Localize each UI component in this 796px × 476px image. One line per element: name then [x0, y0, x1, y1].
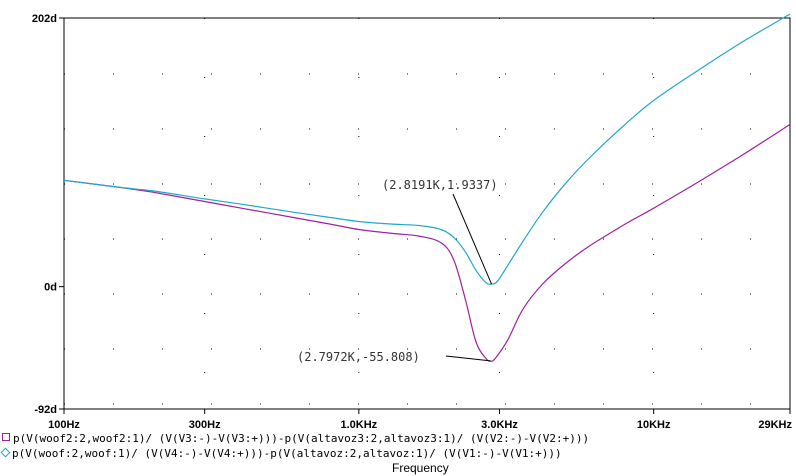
- x-tick-label: 100Hz: [48, 419, 80, 431]
- legend-label-series-1: p(V(woof2:2,woof2:1)/ (V(V3:-)-V(V3:+)))…: [13, 432, 590, 445]
- x-tick-label: 300Hz: [189, 419, 221, 431]
- series-line-2: [63, 13, 791, 285]
- grid-dots: [64, 18, 790, 409]
- legend-label-series-2: p(V(woof:2,woof:1)/ (V(V4:-)-V(V4:+)))-p…: [12, 447, 562, 460]
- annotation-leader: [452, 193, 493, 285]
- x-tick-label: 1.0KHz: [340, 419, 377, 431]
- x-axis-title: Frequency: [392, 461, 449, 475]
- y-tick-label: -92d: [34, 404, 57, 416]
- annotation-label: (2.8191K,1.9337): [382, 178, 498, 192]
- y-tick-label: 202d: [32, 13, 57, 25]
- diamond-marker-icon: [0, 447, 11, 458]
- annotation-label: (2.7972K,-55.808): [297, 350, 420, 364]
- legend-entry-series-2: p(V(woof:2,woof:1)/ (V(V4:-)-V(V4:+)))-p…: [0, 447, 562, 460]
- annotation-leader: [445, 355, 491, 362]
- x-tick-label: 29KHz: [758, 419, 792, 431]
- square-marker-icon: [2, 433, 10, 441]
- y-tick-label: 0d: [44, 282, 57, 294]
- x-tick-label: 3.0KHz: [481, 419, 518, 431]
- x-tick-label: 10KHz: [637, 419, 671, 431]
- series-line-1: [63, 123, 791, 362]
- plot-frame: [63, 17, 791, 410]
- legend-entry-series-1: p(V(woof2:2,woof2:1)/ (V(V3:-)-V(V3:+)))…: [2, 432, 589, 445]
